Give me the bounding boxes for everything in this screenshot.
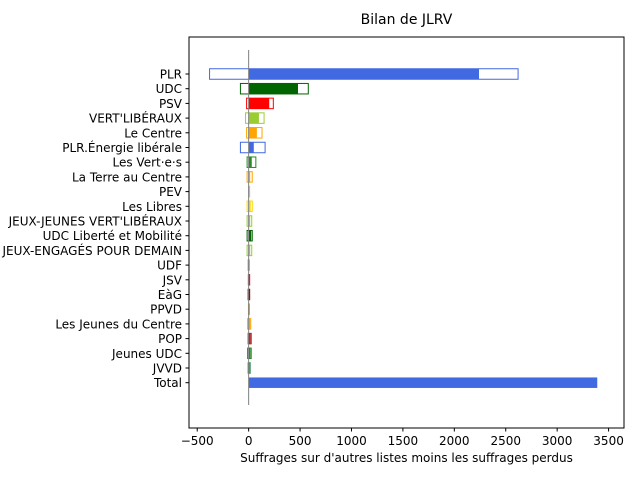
net-bar — [248, 142, 254, 153]
y-tick-label: PEV — [159, 185, 183, 199]
net-bar — [248, 215, 251, 227]
x-tick-label: 1000 — [336, 434, 367, 448]
net-bar — [248, 83, 299, 94]
plot-frame — [188, 36, 625, 429]
y-tick-label: UDC Liberté et Mobilité — [43, 229, 182, 243]
x-tick-label: 1500 — [388, 434, 419, 448]
net-bar — [248, 362, 250, 374]
net-bar — [248, 289, 250, 300]
net-bar — [248, 318, 251, 330]
y-tick-label: JVVD — [152, 362, 182, 376]
y-tick-label: PLR.Énergie libérale — [62, 140, 182, 155]
y-tick-label: PLR — [160, 68, 182, 82]
net-bar — [248, 68, 479, 80]
x-tick-label: 2500 — [490, 434, 521, 448]
chart-title: Bilan de JLRV — [361, 12, 453, 28]
x-tick-label: −500 — [181, 434, 214, 448]
x-tick-label: 3000 — [542, 434, 573, 448]
net-bar — [248, 245, 251, 256]
x-tick-label: 500 — [289, 434, 312, 448]
y-tick-label: Jeunes UDC — [111, 347, 182, 361]
y-tick-label: Le Centre — [124, 126, 182, 140]
y-tick-label: JSV — [162, 273, 183, 287]
net-bar — [248, 98, 270, 109]
y-tick-label: VERT'LIBÉRAUX — [89, 111, 182, 126]
y-tick-label: PPVD — [150, 303, 182, 317]
x-tick-label: 0 — [245, 434, 253, 448]
net-bar — [248, 127, 257, 139]
y-tick-label: UDC — [156, 82, 182, 96]
x-axis-label: Suffrages sur d'autres listes moins les … — [240, 451, 573, 465]
x-tick-label: 2000 — [439, 434, 470, 448]
net-bar — [248, 201, 251, 212]
y-tick-label: La Terre au Centre — [72, 170, 182, 184]
x-tick-label: 3500 — [593, 434, 624, 448]
y-tick-label: JEUX-ENGAGÉS POUR DEMAIN — [1, 243, 182, 258]
y-tick-label: PSV — [159, 97, 183, 111]
plot-area — [209, 50, 598, 405]
y-tick-label: JEUX-JEUNES VERT'LIBÉRAUX — [8, 214, 182, 229]
net-bar — [248, 377, 598, 388]
y-tick-label: Les Jeunes du Centre — [55, 317, 182, 331]
y-tick-label: Les Vert·e·s — [113, 156, 183, 170]
x-axis: −500 0 500 1000 1500 2000 2500 3000 3500 — [181, 428, 624, 448]
net-bar — [248, 348, 251, 359]
y-tick-label: UDF — [157, 259, 182, 273]
net-bar — [248, 171, 251, 183]
net-bar — [248, 230, 252, 241]
y-tick-label: EàG — [158, 288, 182, 302]
y-tick-label: Les Libres — [122, 200, 182, 214]
y-tick-label: Total — [153, 376, 182, 390]
net-bar — [248, 112, 259, 124]
y-tick-label: POP — [158, 332, 182, 346]
net-bar — [248, 156, 252, 168]
net-bar — [248, 333, 251, 344]
